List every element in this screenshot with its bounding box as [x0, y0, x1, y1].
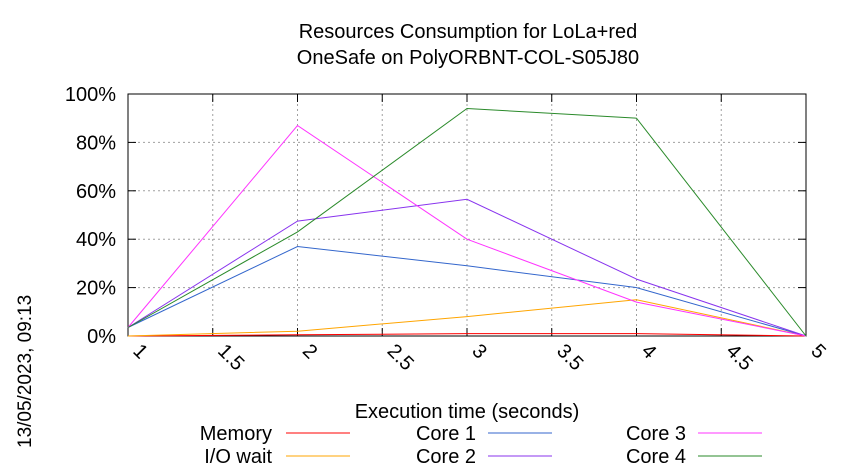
x-tick-label: 3 [467, 340, 490, 363]
x-tick-label: 4 [637, 340, 660, 363]
series-line-memory [127, 333, 807, 337]
series-lines [127, 107, 807, 337]
y-tick-label: 100% [65, 84, 116, 106]
chart-title: Resources Consumption for LoLa+red [299, 21, 638, 43]
legend-label-i-o-wait: I/O wait [204, 446, 272, 468]
x-tick-label: 2 [298, 340, 321, 363]
legend-label-core-2: Core 2 [416, 446, 476, 468]
series-line-i-o-wait [127, 299, 807, 337]
x-axis-label: Execution time (seconds) [355, 401, 580, 423]
y-tick-label: 60% [76, 181, 116, 203]
series-line-core-1 [127, 245, 807, 337]
y-axis: 0% 20% 40% 60% 80% 100% [65, 84, 806, 348]
x-tick-label: 1 [128, 340, 151, 363]
grid [128, 94, 806, 336]
x-tick-label: 3.5 [552, 340, 587, 375]
x-tick-label: 4.5 [722, 340, 757, 375]
chart-subtitle: OneSafe on PolyORBNT-COL-S05J80 [297, 47, 639, 69]
legend-label-core-1: Core 1 [416, 423, 476, 445]
legend-label-memory: Memory [200, 423, 272, 445]
x-tick-label: 2.5 [383, 340, 418, 375]
x-tick-label: 5 [806, 340, 829, 363]
y-tick-label: 0% [87, 326, 116, 348]
y-tick-label: 80% [76, 132, 116, 154]
series-line-core-2 [127, 198, 807, 337]
x-tick-label: 1.5 [213, 340, 248, 375]
series-line-core-3 [127, 124, 807, 337]
y-tick-label: 40% [76, 229, 116, 251]
series-line-core-4 [127, 107, 807, 337]
y-tick-label: 20% [76, 278, 116, 300]
legend-label-core-4: Core 4 [626, 446, 686, 468]
legend-label-core-3: Core 3 [626, 423, 686, 445]
timestamp: 13/05/2023, 09:13 [15, 295, 36, 448]
